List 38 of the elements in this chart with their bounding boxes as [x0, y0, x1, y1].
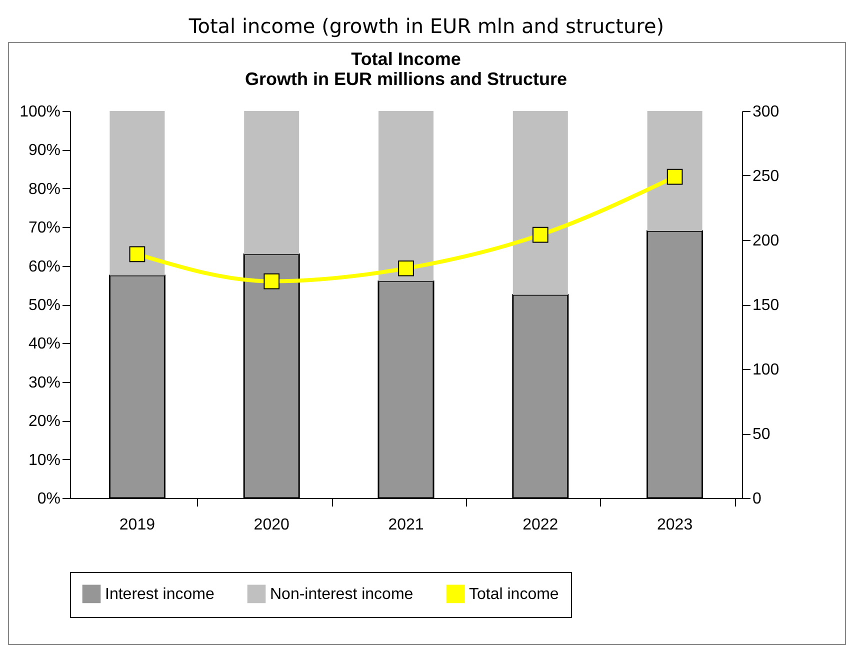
point	[264, 273, 280, 290]
bar	[244, 111, 300, 254]
y2-tick-label: 50	[752, 426, 770, 443]
y-tick-label: 60%	[28, 258, 60, 276]
x-tick-label: 2022	[522, 516, 558, 534]
y-tick-label: 50%	[28, 297, 60, 314]
chart-title: Total income (growth in EUR mln and structure)	[188, 14, 666, 38]
y-tick-label: 90%	[28, 142, 60, 160]
chart-subtitle: Total Income Growth in EUR millions and Structure	[244, 49, 568, 89]
point	[666, 168, 683, 185]
bar	[512, 111, 568, 295]
y2-tick-label: 200	[752, 232, 780, 250]
legend-label: Interest income	[105, 586, 214, 603]
point	[129, 246, 146, 262]
y-tick-label: 30%	[28, 374, 60, 392]
x-tick-label: 2020	[254, 516, 290, 534]
x-tick-label: 2023	[657, 516, 693, 534]
y-tick-label: 10%	[28, 452, 60, 469]
y2-tick-label: 300	[752, 104, 780, 120]
bar	[110, 111, 165, 276]
x-tick-label: 2019	[119, 516, 156, 534]
y2-tick-label: 0	[752, 490, 762, 508]
y-tick-label: 80%	[28, 180, 60, 198]
point	[532, 226, 548, 243]
bar	[378, 111, 434, 282]
y-tick-label: 0%	[37, 490, 60, 508]
y-tick-label: 20%	[28, 413, 60, 430]
y2-tick-label: 150	[752, 297, 780, 314]
y2-tick-label: 250	[752, 168, 780, 185]
bar	[647, 111, 702, 231]
y-tick-label: 100%	[20, 104, 60, 120]
point	[398, 260, 414, 276]
x-tick-label: 2021	[388, 516, 424, 534]
legend-label: Total income	[469, 586, 559, 603]
y2-tick-label: 100	[752, 362, 780, 378]
y-tick-label: 70%	[28, 220, 60, 237]
legend-label: Non-interest income	[270, 586, 414, 603]
y-tick-label: 40%	[28, 336, 60, 353]
